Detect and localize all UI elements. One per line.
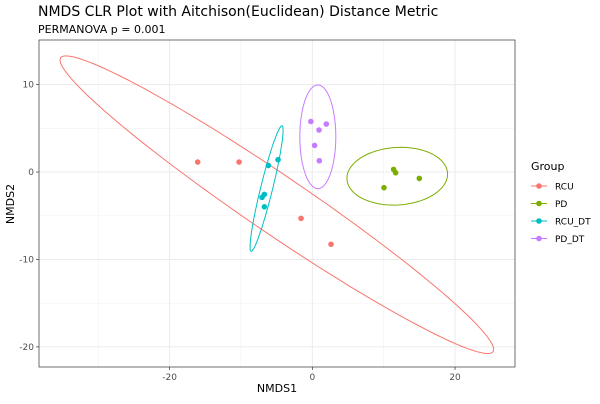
x-axis-label: NMDS1 [257, 382, 297, 395]
ellipse-rcu [59, 55, 495, 355]
legend-key-point [536, 183, 542, 189]
legend-label: RCU [555, 183, 574, 193]
chart-title: NMDS CLR Plot with Aitchison(Euclidean) … [38, 4, 438, 20]
point-rcu-dt [275, 156, 281, 163]
plot-panel-border [38, 39, 516, 368]
point-rcu-dt [261, 204, 268, 210]
point-rcu-dt [265, 162, 272, 169]
data-points [194, 118, 423, 248]
point-pd [392, 169, 399, 176]
confidence-ellipses [59, 55, 495, 355]
ellipse-pd-dt [299, 84, 337, 190]
point-pd-dt [311, 142, 318, 149]
legend-title: Group [531, 160, 565, 173]
legend-key-point [536, 218, 542, 224]
point-pd-dt [323, 121, 330, 127]
ellipse-pd [346, 146, 449, 206]
y-tick-label: -20 [19, 343, 34, 353]
x-tick-label: 20 [449, 373, 461, 383]
legend-key-point [536, 200, 542, 207]
point-rcu-dt [259, 194, 265, 201]
x-tick-label: -20 [162, 373, 177, 383]
point-pd [416, 175, 423, 182]
point-pd-dt [316, 127, 322, 133]
legend-key-point [536, 235, 542, 242]
point-pd-dt [308, 118, 314, 125]
axes: -20 0 20 -20 -10 0 10 [19, 81, 461, 383]
point-pd [381, 184, 387, 191]
point-rcu [194, 159, 201, 165]
x-tick-label: 0 [309, 373, 315, 383]
legend-label: PD [555, 200, 567, 210]
y-tick-label: -10 [19, 255, 34, 265]
point-pd-dt [316, 157, 323, 164]
point-rcu [298, 215, 304, 222]
grid-lines [39, 40, 515, 367]
legend-label: RCU_DT [555, 218, 591, 228]
legend-label: PD_DT [555, 235, 585, 245]
chart-subtitle: PERMANOVA p = 0.001 [38, 23, 165, 36]
legend: Group RCU PD RCU_DT PD_DT [531, 160, 591, 245]
y-tick-label: 0 [28, 168, 34, 178]
y-axis-label: NMDS2 [4, 184, 17, 224]
y-tick-label: 10 [23, 81, 35, 91]
point-rcu [328, 241, 334, 248]
point-rcu [236, 159, 242, 165]
